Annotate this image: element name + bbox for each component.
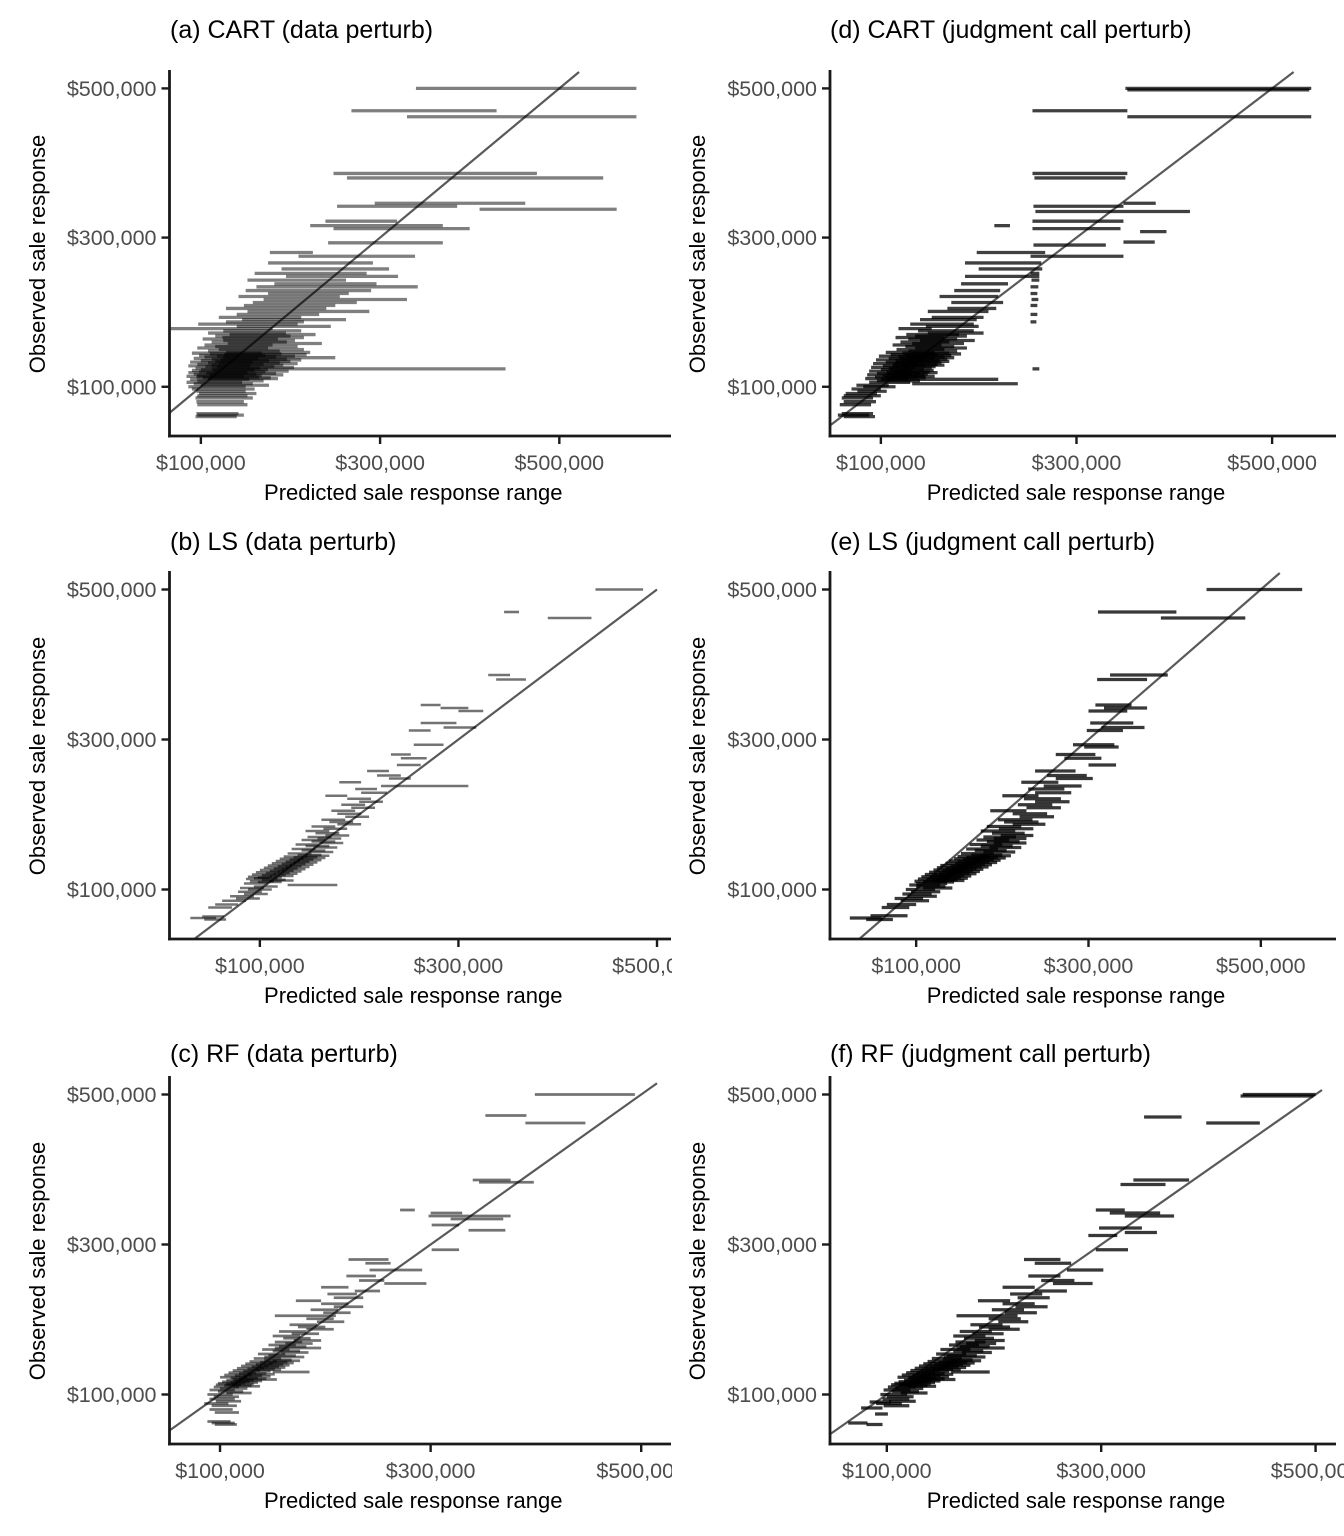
panel-e-ylabel: Observed sale response bbox=[685, 636, 710, 876]
x-tick-label: $300,000 bbox=[414, 954, 504, 978]
panel-b: (b) LS (data perturb) $100,000 $300,000 $5… bbox=[0, 512, 673, 1024]
x-tick-label: $500,000 bbox=[612, 954, 672, 978]
x-tick-label: $100,000 bbox=[215, 954, 305, 978]
x-tick-label: $300,000 bbox=[335, 451, 425, 475]
panel-f-xlabel: Predicted sale response range bbox=[926, 1488, 1226, 1513]
panel-b-title: (b) LS (data perturb) bbox=[170, 528, 397, 556]
x-tick-label: $300,000 bbox=[1056, 1459, 1146, 1483]
panel-e-xlabel: Predicted sale response range bbox=[926, 983, 1226, 1008]
panel-d-title: (d) CART (judgment call perturb) bbox=[830, 16, 1192, 44]
y-tick-label: $300,000 bbox=[727, 728, 817, 752]
y-tick-label: $100,000 bbox=[67, 878, 157, 902]
y-tick-label: $100,000 bbox=[727, 878, 817, 902]
panel-a-plot: $100,000 $300,000 $500,000 $100,000 $300,000… bbox=[67, 70, 671, 475]
x-tick-label: $500,000 bbox=[1216, 954, 1306, 978]
panel-c-ylabel: Observed sale response bbox=[24, 1141, 50, 1381]
x-tick-label: $300,000 bbox=[386, 1459, 476, 1483]
x-tick-label: $500,000 bbox=[1271, 1459, 1344, 1483]
interval-segments-group bbox=[848, 1092, 1316, 1427]
x-tick-label: $500,000 bbox=[596, 1459, 672, 1483]
x-tick-label: $100,000 bbox=[842, 1459, 932, 1483]
panel-e-plot: $100,000 $300,000 $500,000 $100,000 $300,000… bbox=[727, 571, 1336, 978]
x-tick-label: $500,000 bbox=[514, 451, 604, 475]
panel-a-xlabel: Predicted sale response range bbox=[264, 480, 563, 505]
panel-d: (d) CART (judgment call perturb) $100,00… bbox=[672, 0, 1344, 512]
interval-segments-group bbox=[190, 588, 644, 921]
panel-e-title: (e) LS (judgment call perturb) bbox=[830, 528, 1156, 556]
x-tick-label: $300,000 bbox=[1044, 954, 1134, 978]
y-tick-label: $500,000 bbox=[727, 578, 817, 602]
x-tick-label: $500,000 bbox=[1227, 451, 1317, 475]
y-tick-label: $500,000 bbox=[67, 578, 157, 602]
y-tick-label: $500,000 bbox=[67, 1083, 157, 1107]
panel-f: (f) RF (judgment call perturb) $100,000 $… bbox=[672, 1024, 1344, 1536]
panel-b-xlabel: Predicted sale response range bbox=[264, 983, 563, 1008]
x-tick-label: $100,000 bbox=[836, 451, 926, 475]
y-tick-label: $500,000 bbox=[67, 77, 157, 101]
interval-segments-group bbox=[204, 1093, 635, 1426]
y-tick-label: $500,000 bbox=[727, 1083, 817, 1107]
x-tick-label: $100,000 bbox=[156, 451, 246, 475]
panel-c-plot: $100,000 $300,000 $500,000 $100,000 $300,000… bbox=[67, 1076, 672, 1483]
y-tick-label: $300,000 bbox=[67, 1233, 157, 1257]
panel-f-title: (f) RF (judgment call perturb) bbox=[830, 1040, 1151, 1068]
panel-d-ylabel: Observed sale response bbox=[685, 134, 710, 374]
panel-d-plot: $100,000 $300,000 $500,000 $100,000 $300,000… bbox=[727, 70, 1336, 475]
x-tick-label: $100,000 bbox=[871, 954, 961, 978]
x-tick-label: $300,000 bbox=[1032, 451, 1122, 475]
panel-f-ylabel: Observed sale response bbox=[685, 1141, 710, 1381]
y-tick-label: $500,000 bbox=[727, 77, 817, 101]
interval-segments-group bbox=[170, 86, 637, 419]
y-tick-label: $300,000 bbox=[727, 226, 817, 250]
interval-segments-group bbox=[849, 587, 1303, 922]
panel-c-xlabel: Predicted sale response range bbox=[264, 1488, 563, 1513]
y-tick-label: $100,000 bbox=[727, 1383, 817, 1407]
panel-d-xlabel: Predicted sale response range bbox=[926, 480, 1226, 505]
panel-e: (e) LS (judgment call perturb) $100,000 $… bbox=[672, 512, 1344, 1024]
panel-a-title: (a) CART (data perturb) bbox=[170, 16, 434, 44]
panel-b-ylabel: Observed sale response bbox=[24, 636, 50, 876]
x-tick-label: $100,000 bbox=[175, 1459, 265, 1483]
interval-segments-group bbox=[837, 86, 1312, 419]
panel-c-title: (c) RF (data perturb) bbox=[170, 1040, 398, 1068]
y-tick-label: $100,000 bbox=[67, 375, 157, 399]
panel-a: (a) CART (data perturb) $100,000 $300,000… bbox=[0, 0, 672, 512]
panel-f-plot: $100,000 $300,000 $500,000 $100,000 $300,000… bbox=[727, 1076, 1344, 1483]
panel-b-plot: $100,000 $300,000 $500,000 $100,000 $300,000… bbox=[67, 571, 672, 978]
panel-a-ylabel: Observed sale response bbox=[24, 134, 50, 374]
y-tick-label: $300,000 bbox=[67, 226, 157, 250]
y-tick-label: $100,000 bbox=[727, 375, 817, 399]
y-tick-label: $300,000 bbox=[727, 1233, 817, 1257]
y-tick-label: $100,000 bbox=[67, 1383, 157, 1407]
y-tick-label: $300,000 bbox=[67, 728, 157, 752]
panel-c: (c) RF (data perturb) $100,000 $300,000 $5… bbox=[0, 1024, 673, 1536]
